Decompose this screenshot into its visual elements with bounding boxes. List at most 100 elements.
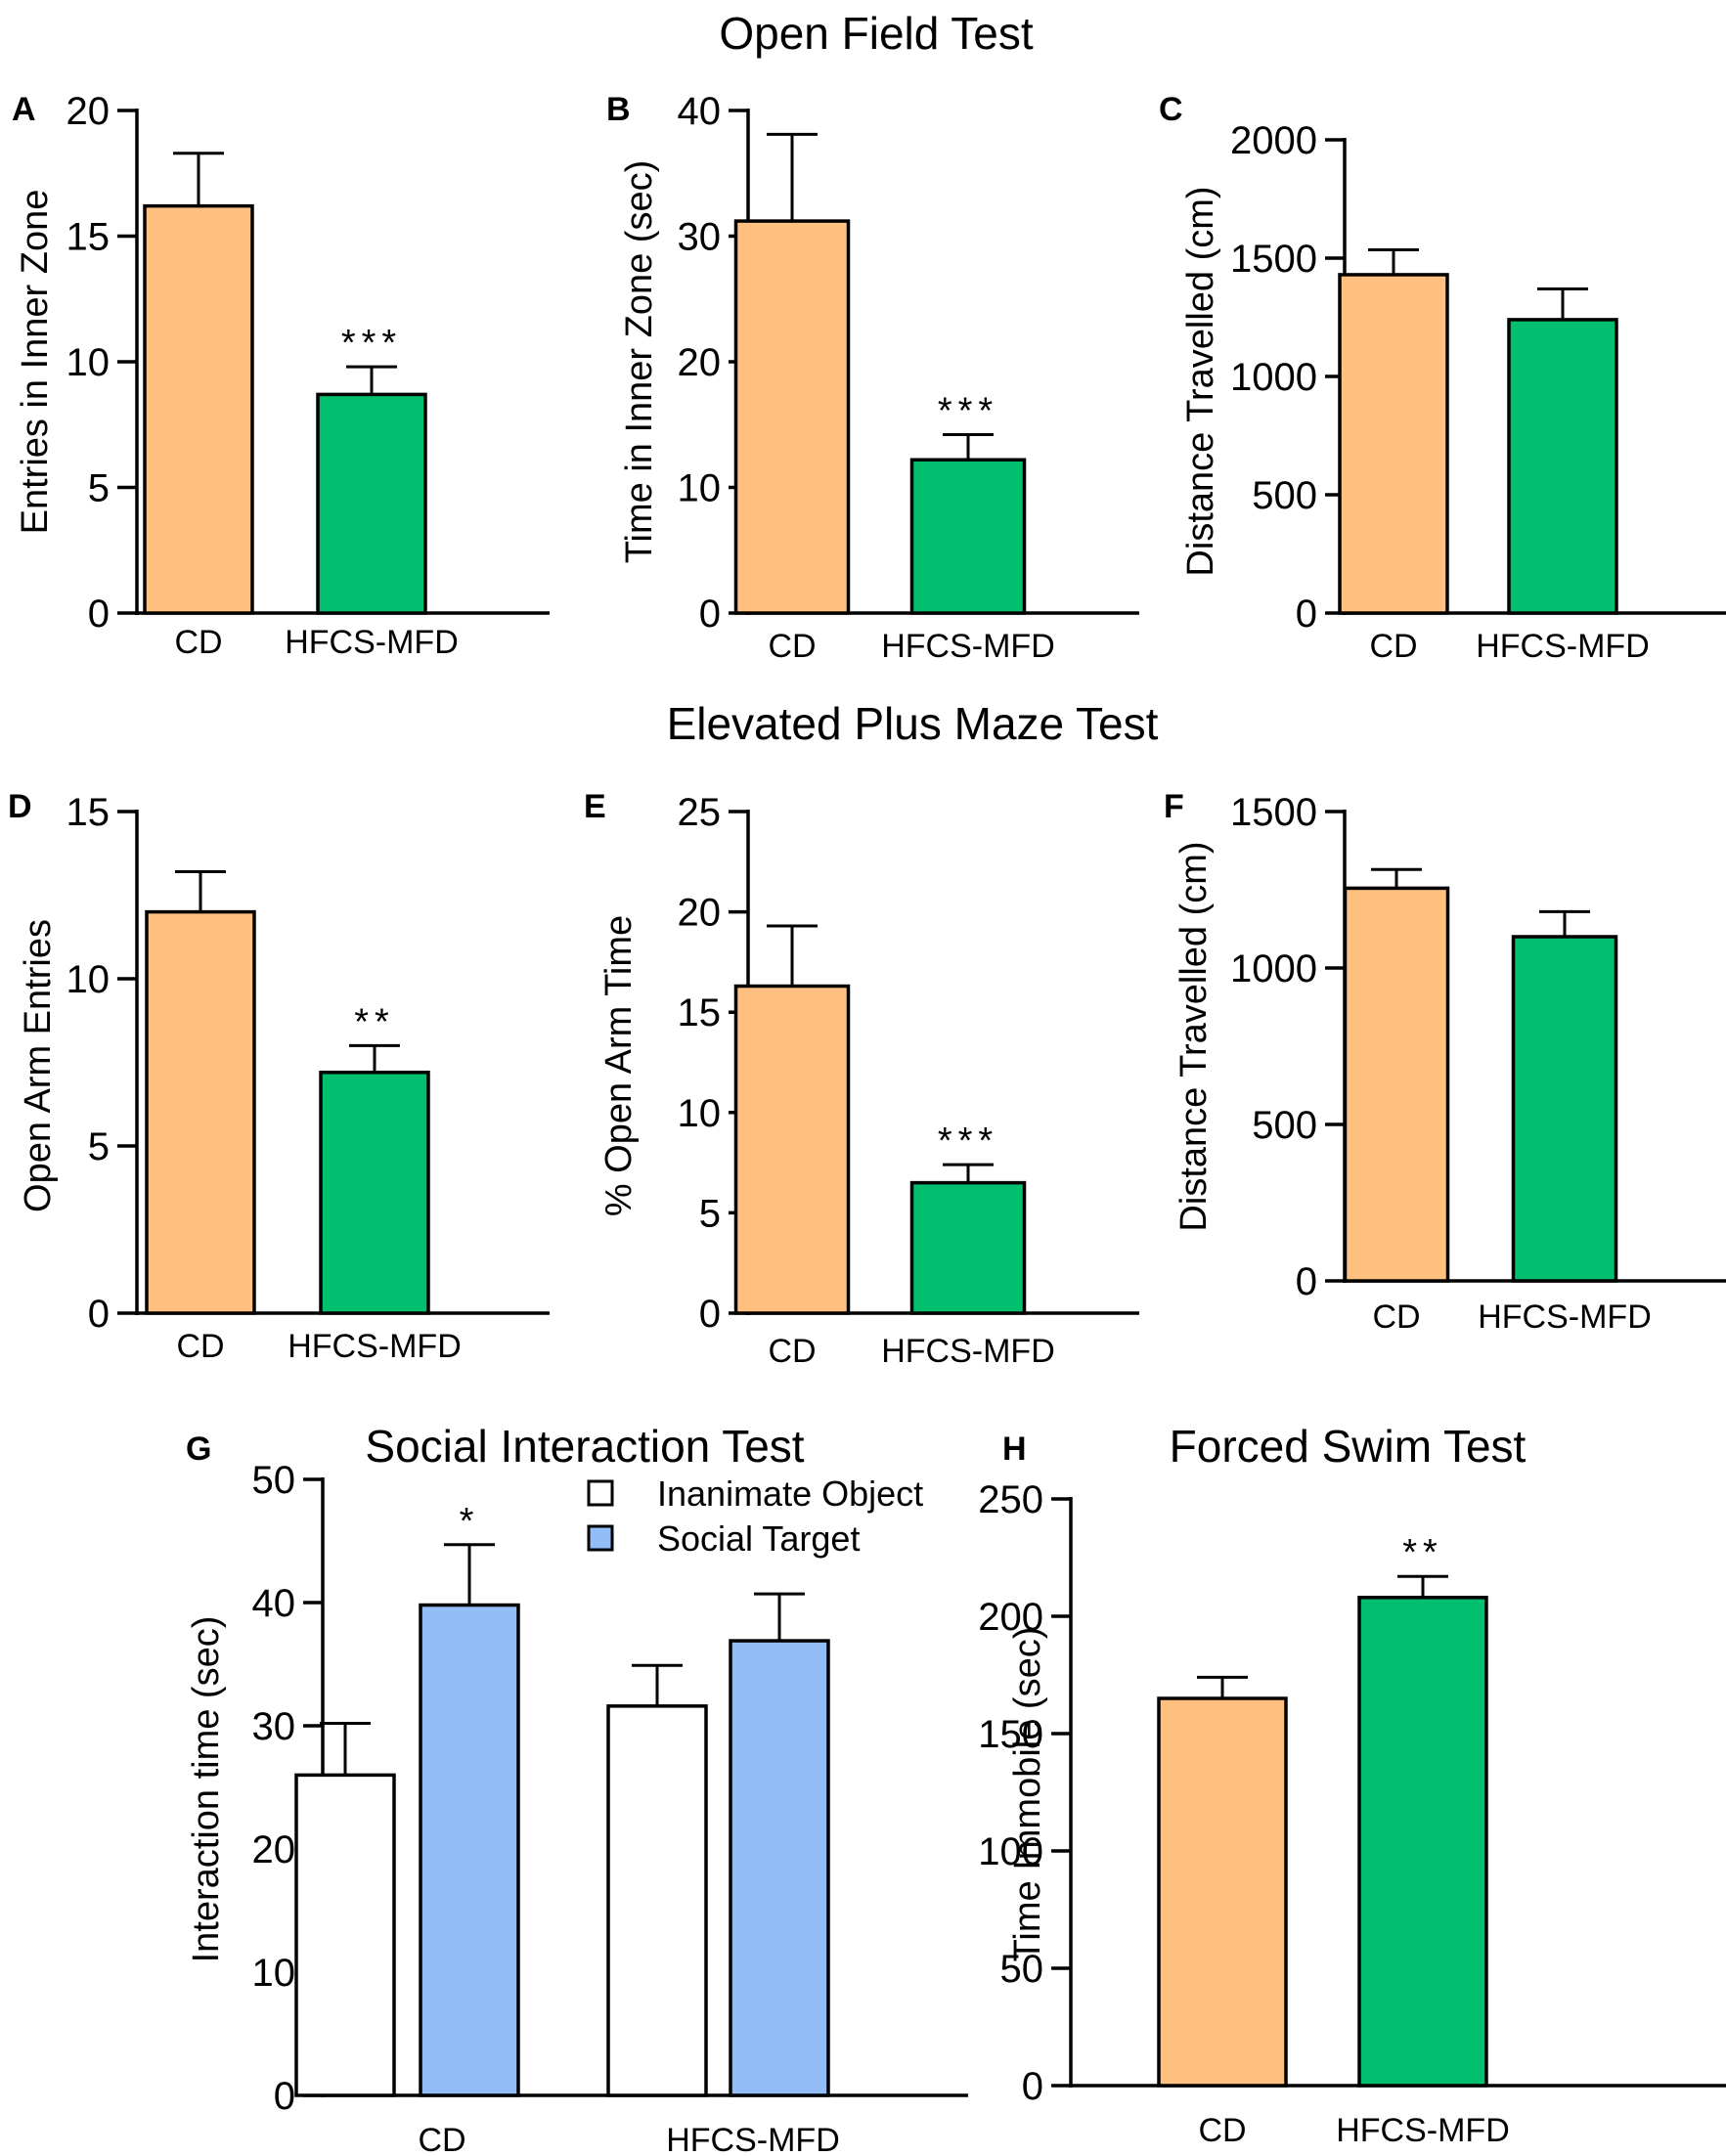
x-category-label: HFCS-MFD (1476, 628, 1650, 665)
panel-letter-g: G (186, 1430, 211, 1468)
chart-title: Forced Swim Test (1170, 1421, 1527, 1472)
y-tick-label: 20 (252, 1828, 296, 1871)
significance-marker: *** (938, 1121, 998, 1162)
y-tick-label: 10 (678, 467, 722, 510)
y-tick-label: 0 (1022, 2065, 1043, 2108)
y-tick-label: 50 (252, 1459, 296, 1502)
panel-letter-e: E (584, 788, 606, 825)
bar-hfcs-mfd (319, 1071, 430, 1315)
y-tick-label: 30 (252, 1705, 296, 1748)
y-tick-label: 1000 (1230, 356, 1317, 399)
y-tick-label: 20 (66, 90, 111, 133)
bar-hfcs-mfd (1511, 935, 1618, 1283)
y-tick-label: 5 (699, 1192, 721, 1235)
bar-cd (1343, 886, 1450, 1283)
x-category-label: HFCS-MFD (881, 1333, 1055, 1370)
x-category-label: CD (1369, 628, 1417, 665)
bar-cd (1338, 273, 1449, 615)
bar-hfcs-mfd (316, 392, 427, 615)
y-tick-label: 0 (699, 593, 721, 636)
x-category-label: CD (174, 624, 222, 661)
y-tick-label: 10 (66, 341, 111, 384)
y-tick-label: 50 (1000, 1948, 1044, 1991)
y-tick-label: 250 (978, 1478, 1043, 1521)
significance-marker: *** (341, 323, 402, 364)
y-tick-label: 1000 (1230, 947, 1317, 990)
x-category-label: CD (768, 1333, 816, 1370)
legend-label: Inanimate Object (657, 1474, 923, 1514)
y-tick-label: 40 (252, 1582, 296, 1625)
x-category-label: CD (176, 1328, 224, 1365)
y-axis-label: Entries in Inner Zone (15, 190, 56, 535)
bar-cd (143, 203, 254, 615)
x-category-label: CD (768, 628, 816, 665)
panel-letter-d: D (8, 788, 32, 825)
panel-letter-f: F (1164, 788, 1184, 825)
bar-inanimate-object-hfcs-mfd (606, 1704, 708, 2097)
y-tick-label: 500 (1252, 1104, 1317, 1147)
bar-cd (145, 909, 256, 1315)
y-axis-label: Time Immobile (sec) (1007, 1627, 1048, 1962)
y-tick-label: 20 (678, 341, 722, 384)
y-tick-label: 30 (678, 216, 722, 259)
y-tick-label: 100 (978, 1830, 1043, 1873)
x-category-label: CD (1198, 2112, 1246, 2149)
y-tick-label: 15 (66, 216, 111, 259)
chart-title: Social Interaction Test (365, 1421, 804, 1472)
y-axis-label: Open Arm Entries (18, 919, 59, 1212)
y-tick-label: 15 (66, 791, 111, 834)
y-tick-label: 1500 (1230, 791, 1317, 834)
y-tick-label: 0 (699, 1293, 721, 1336)
bar-cd (1157, 1696, 1288, 2088)
y-tick-label: 15 (678, 991, 722, 1034)
x-category-label: CD (418, 2122, 465, 2156)
x-category-label: HFCS-MFD (1478, 1298, 1652, 1336)
y-tick-label: 0 (1296, 593, 1317, 636)
y-tick-label: 2000 (1230, 119, 1317, 162)
y-tick-label: 5 (88, 1125, 110, 1168)
significance-marker: *** (938, 391, 998, 432)
y-tick-label: 5 (88, 467, 110, 510)
panel-letter-c: C (1159, 91, 1183, 128)
bar-cd (733, 219, 851, 615)
bar-inanimate-object-cd (294, 1773, 396, 2097)
panel-a: A 0 5 10 15 20 Entries in Inner Zone CD *** HFCS-… (12, 90, 550, 661)
bar-hfcs-mfd (909, 1180, 1027, 1315)
significance-marker: ** (354, 1001, 395, 1042)
bar-hfcs-mfd (1507, 318, 1618, 615)
bar-hfcs-mfd (1357, 1596, 1488, 2088)
open-field-section-title: Open Field Test (719, 8, 1034, 59)
y-tick-label: 150 (978, 1713, 1043, 1756)
x-category-label: HFCS-MFD (1336, 2112, 1510, 2149)
x-category-label: HFCS-MFD (288, 1328, 462, 1365)
x-category-label: HFCS-MFD (285, 624, 459, 661)
y-axis-label: Time in Inner Zone (sec) (619, 160, 660, 564)
panel-g: G Social Interaction Test 0 10 20 30 40 50 Inter… (186, 1421, 968, 2156)
y-axis-label: Interaction time (sec) (186, 1616, 227, 1963)
y-tick-label: 1500 (1230, 238, 1317, 281)
y-tick-label: 200 (978, 1596, 1043, 1639)
significance-marker: ** (1402, 1532, 1443, 1573)
y-tick-label: 0 (88, 593, 110, 636)
panel-b: B 0 10 20 30 40 Time in Inner Zone (sec) CD *** H… (606, 90, 1139, 665)
y-tick-label: 40 (678, 90, 722, 133)
x-category-label: HFCS-MFD (881, 628, 1055, 665)
y-tick-label: 10 (66, 958, 111, 1001)
y-tick-label: 0 (274, 2075, 295, 2118)
y-tick-label: 0 (1296, 1260, 1317, 1303)
y-axis-label: Distance Travelled (cm) (1173, 841, 1215, 1231)
legend-swatch (587, 1524, 614, 1552)
panel-e: E 0 5 10 15 20 25 % Open Arm Time CD *** HFCS-MFD (584, 788, 1139, 1370)
legend-label: Social Target (657, 1518, 860, 1559)
panel-h: H Forced Swim Test 0 50 100 150 200 250 Time Imm… (978, 1421, 1726, 2149)
bar-cd (733, 984, 851, 1315)
panel-letter-h: H (1002, 1430, 1027, 1468)
y-tick-label: 500 (1252, 474, 1317, 517)
bar-hfcs-mfd (909, 458, 1027, 615)
x-category-label: CD (1372, 1298, 1420, 1336)
panel-f: F 0 500 1000 1500 Distance Travelled (cm) CD HF… (1164, 788, 1726, 1336)
